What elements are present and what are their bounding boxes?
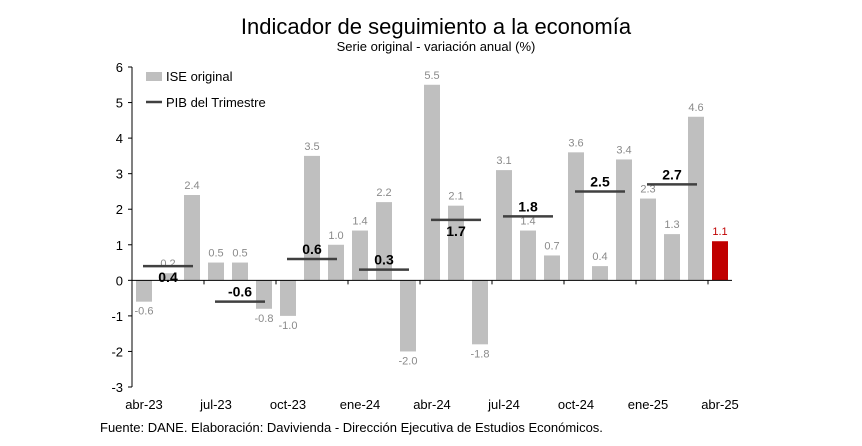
- ise-bar-label: 2.4: [184, 180, 199, 192]
- ise-bar-label: 1.4: [352, 216, 367, 228]
- ise-bar-label: 3.1: [496, 155, 511, 167]
- ise-bar: [592, 266, 608, 281]
- ise-bar: [712, 241, 728, 281]
- legend-swatch-ise: [146, 72, 162, 81]
- ise-bar: [184, 195, 200, 281]
- pib-label: -0.6: [228, 284, 252, 300]
- ise-bar-label: 2.1: [448, 191, 463, 203]
- legend: ISE original PIB del Trimestre: [146, 69, 266, 110]
- y-tick-label: -1: [111, 309, 123, 324]
- ise-bar-label: 1.1: [712, 226, 727, 238]
- legend-label-ise: ISE original: [166, 69, 233, 84]
- ise-bar-label: -2.0: [399, 355, 418, 367]
- ise-bar-label: -0.6: [135, 306, 154, 318]
- pib-label: 0.4: [158, 269, 178, 285]
- ise-bar: [520, 230, 536, 281]
- pib-label: 0.6: [302, 241, 322, 257]
- ise-bar: [208, 262, 224, 281]
- pib-label: 1.7: [446, 223, 466, 239]
- ise-bar-label: 0.5: [232, 248, 247, 260]
- y-tick-label: -3: [111, 380, 123, 395]
- ise-bar: [376, 202, 392, 281]
- y-tick-label: -2: [111, 344, 123, 359]
- ise-bar: [304, 155, 320, 281]
- ise-bar-label: 1.0: [328, 230, 343, 242]
- x-tick-label: oct-24: [558, 397, 594, 412]
- ise-bar-label: 1.3: [664, 219, 679, 231]
- ise-bar: [424, 84, 440, 281]
- legend-label-pib: PIB del Trimestre: [166, 95, 266, 110]
- ise-bar-label: 1.4: [520, 216, 535, 228]
- ise-bar-label: -0.8: [255, 313, 274, 325]
- y-tick-label: 3: [116, 167, 123, 182]
- ise-bar-label: 2.2: [376, 187, 391, 199]
- pib-label: 0.3: [374, 252, 394, 268]
- chart-title: Indicador de seguimiento a la economía: [241, 14, 632, 39]
- ise-bar-label: 3.4: [616, 144, 631, 156]
- y-tick-label: 4: [116, 131, 123, 146]
- ise-bar: [400, 280, 416, 352]
- ise-bar: [280, 280, 296, 316]
- ise-bar: [544, 255, 560, 281]
- x-tick-label: abr-24: [413, 397, 451, 412]
- x-tick-label: abr-23: [125, 397, 163, 412]
- ise-bar-label: 4.6: [688, 102, 703, 114]
- pib-label: 2.7: [662, 166, 682, 182]
- chart-subtitle: Serie original - variación anual (%): [337, 39, 536, 54]
- ise-bar: [640, 198, 656, 281]
- ise-bar: [448, 205, 464, 281]
- x-tick-label: ene-24: [340, 397, 380, 412]
- ise-bar-label: 3.5: [304, 141, 319, 153]
- ise-bar-label: 3.6: [568, 137, 583, 149]
- pib-label: 2.5: [590, 173, 610, 189]
- ise-bars: -0.60.22.40.5 0.5-0.8-1.03.51.01.42.2-2.0…: [135, 70, 728, 367]
- ise-bar: [496, 170, 512, 281]
- x-tick-label: jul-24: [487, 397, 520, 412]
- ise-bar-label: -1.8: [471, 348, 490, 360]
- ise-bar: [352, 230, 368, 281]
- ise-bar: [664, 234, 680, 281]
- ise-bar-label: 0.4: [592, 251, 607, 263]
- source-note: Fuente: DANE. Elaboración: Davivienda - …: [100, 420, 603, 435]
- y-tick-label: 5: [116, 96, 123, 111]
- y-tick-label: 0: [116, 273, 123, 288]
- ise-bar: [232, 262, 248, 281]
- y-axis: -3 -2 -1 0 1 2 3 4 5 6: [111, 60, 133, 395]
- ise-bar: [160, 273, 176, 281]
- ise-bar: [328, 244, 344, 281]
- x-tick-label: ene-25: [628, 397, 668, 412]
- ise-bar-label: 0.5: [208, 248, 223, 260]
- y-tick-label: 6: [116, 60, 123, 75]
- ise-bar-label: 5.5: [424, 70, 439, 82]
- x-tick-label: oct-23: [270, 397, 306, 412]
- ise-bar: [136, 280, 152, 302]
- ise-bar: [256, 280, 272, 309]
- pib-label: 1.8: [518, 198, 538, 214]
- ise-bar: [472, 280, 488, 345]
- ise-bar-label: 2.3: [640, 184, 655, 196]
- ise-bar-label: -1.0: [279, 320, 298, 332]
- ise-bar: [568, 152, 584, 281]
- ise-bar: [688, 116, 704, 281]
- y-tick-label: 2: [116, 202, 123, 217]
- x-axis: abr-23 jul-23 oct-23 ene-24 abr-24 jul-24 oct-…: [125, 279, 739, 412]
- ise-bar-label: 0.7: [544, 240, 559, 252]
- pib-lines: 0.4 -0.6 0.6 0.3 1.7 1.8 2.5 2.7: [143, 166, 697, 303]
- ise-bar: [616, 159, 632, 281]
- x-tick-label: abr-25: [701, 397, 739, 412]
- x-tick-label: jul-23: [199, 397, 232, 412]
- y-tick-label: 1: [116, 238, 123, 253]
